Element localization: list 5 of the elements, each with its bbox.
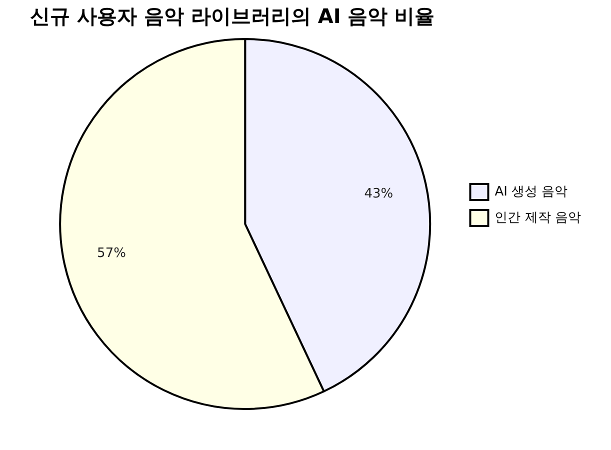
data-label: 43% [364, 186, 394, 202]
legend-label: AI 생성 음악 [494, 184, 568, 200]
chart-title: 신규 사용자 음악 라이브러리의 AI 음악 비율 [30, 4, 435, 28]
legend-label: 인간 제작 음악 [494, 210, 581, 226]
data-label: 57% [97, 246, 126, 262]
